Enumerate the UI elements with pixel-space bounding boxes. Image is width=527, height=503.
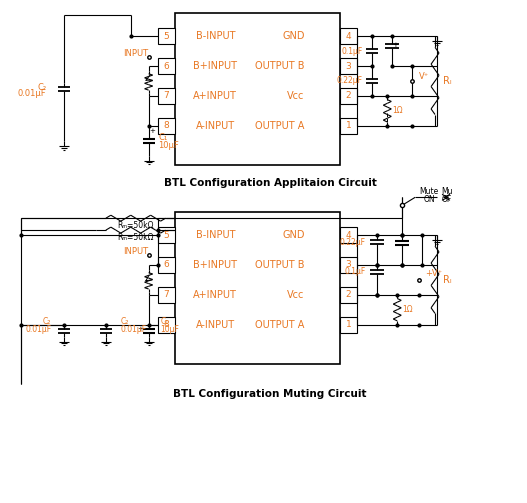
Text: 3: 3 (346, 261, 352, 270)
Text: C₂: C₂ (37, 83, 46, 93)
Text: B-INPUT: B-INPUT (196, 31, 235, 41)
Text: B-INPUT: B-INPUT (196, 230, 235, 240)
Text: OF: OF (442, 195, 452, 204)
Text: 10μF: 10μF (159, 141, 179, 150)
Text: Mu: Mu (441, 187, 453, 196)
Text: 0.01μF: 0.01μF (25, 325, 51, 334)
Text: INPUT: INPUT (123, 246, 148, 256)
Text: 0.01μF: 0.01μF (121, 325, 147, 334)
Bar (158, 58, 175, 74)
Bar (158, 28, 175, 44)
Bar (339, 88, 357, 104)
Text: OUTPUT A: OUTPUT A (256, 121, 305, 131)
Text: Vcc: Vcc (287, 91, 305, 101)
Text: GND: GND (282, 31, 305, 41)
Text: Rₗ: Rₗ (443, 275, 452, 285)
Text: Rₘ=50kΩ: Rₘ=50kΩ (118, 221, 154, 230)
Text: 2: 2 (346, 92, 352, 101)
Text: Vcc: Vcc (287, 290, 305, 300)
Text: +: + (150, 128, 155, 134)
Bar (175, 13, 339, 165)
Bar (339, 58, 357, 74)
Bar (158, 287, 175, 303)
Bar (339, 287, 357, 303)
Text: 4: 4 (346, 32, 352, 41)
Text: OUTPUT B: OUTPUT B (255, 61, 305, 71)
Bar (158, 88, 175, 104)
Bar (175, 212, 339, 364)
Text: 6: 6 (164, 261, 169, 270)
Text: GND: GND (282, 230, 305, 240)
Bar (158, 257, 175, 273)
Text: 1Ω: 1Ω (392, 106, 403, 115)
Text: B+INPUT: B+INPUT (193, 260, 237, 270)
Text: 5: 5 (164, 32, 169, 41)
Text: 8: 8 (164, 320, 169, 329)
Text: C₂: C₂ (121, 317, 129, 326)
Text: 3: 3 (346, 61, 352, 70)
Text: 1Ω: 1Ω (402, 305, 413, 314)
Text: 5: 5 (164, 230, 169, 239)
Text: C₁: C₁ (159, 133, 168, 142)
Text: 1: 1 (346, 320, 352, 329)
Text: BTL Configuration Applitaion Circuit: BTL Configuration Applitaion Circuit (163, 179, 376, 189)
Text: 0.1μF: 0.1μF (344, 268, 365, 276)
Text: BTL Configuration Muting Circuit: BTL Configuration Muting Circuit (173, 389, 367, 399)
Text: 0.1μF: 0.1μF (341, 47, 363, 56)
Text: INPUT: INPUT (123, 49, 148, 58)
Text: 1: 1 (346, 121, 352, 130)
Text: C₂: C₂ (43, 317, 51, 326)
Bar (339, 316, 357, 332)
Text: V⁺: V⁺ (419, 72, 430, 81)
Bar (339, 257, 357, 273)
Text: +V⁺: +V⁺ (425, 270, 442, 278)
Bar (339, 28, 357, 44)
Bar (158, 316, 175, 332)
Text: +: + (392, 42, 398, 48)
Text: 8: 8 (164, 121, 169, 130)
Text: 7: 7 (164, 290, 169, 299)
Text: ON: ON (423, 195, 435, 204)
Text: B+INPUT: B+INPUT (193, 61, 237, 71)
Text: 10μF: 10μF (161, 325, 180, 334)
Text: A-INPUT: A-INPUT (196, 319, 235, 329)
Text: A+INPUT: A+INPUT (193, 290, 237, 300)
Text: OUTPUT B: OUTPUT B (255, 260, 305, 270)
Text: 0.22μF: 0.22μF (336, 76, 363, 86)
Text: 0.01μF: 0.01μF (17, 90, 46, 99)
Bar (158, 227, 175, 243)
Text: 4: 4 (346, 230, 352, 239)
Text: A+INPUT: A+INPUT (193, 91, 237, 101)
Text: 6: 6 (164, 61, 169, 70)
Text: OUTPUT A: OUTPUT A (256, 319, 305, 329)
Text: 2: 2 (346, 290, 352, 299)
Text: C₁: C₁ (161, 317, 169, 326)
Text: Mute: Mute (419, 187, 438, 196)
Bar (339, 118, 357, 134)
Text: 0.22μF: 0.22μF (339, 237, 365, 246)
Text: Rₗ: Rₗ (443, 76, 452, 86)
Bar (158, 118, 175, 134)
Text: Rₘ=50kΩ: Rₘ=50kΩ (118, 232, 154, 241)
Text: A-INPUT: A-INPUT (196, 121, 235, 131)
Text: +: + (138, 325, 144, 331)
Text: 7: 7 (164, 92, 169, 101)
Bar (339, 227, 357, 243)
